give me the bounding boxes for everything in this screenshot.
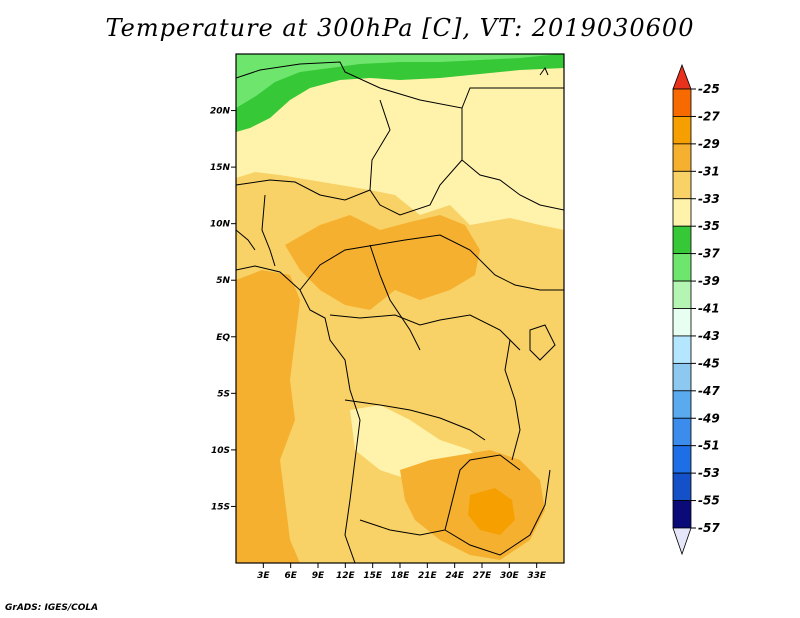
colorbar-bin	[672, 445, 692, 474]
lon-tick-label: 6E	[284, 571, 297, 581]
lat-tick-label: EQ	[216, 333, 230, 343]
border-line	[369, 244, 421, 351]
colorbar-label: -49	[698, 411, 720, 425]
field-band-37	[236, 54, 560, 108]
border-line	[261, 194, 276, 267]
field-band-27	[468, 488, 515, 535]
lon-tick-label: 12E	[336, 571, 356, 581]
colorbar-label: -45	[698, 356, 720, 370]
colorbar-label: -37	[698, 247, 720, 261]
colorbar-bin	[672, 308, 692, 337]
border-line	[236, 265, 361, 563]
colorbar-bin	[672, 143, 692, 172]
colorbar-bin	[672, 116, 692, 145]
lon-tick-label: 3E	[257, 571, 270, 581]
lat-tick-label: 10S	[211, 446, 230, 456]
colorbar-label: -47	[698, 384, 720, 398]
colorbar-bin	[672, 253, 692, 282]
colorbar-bin	[672, 335, 692, 364]
colorbar-label: -29	[698, 137, 720, 151]
field-band-35	[236, 54, 564, 132]
lon-tick-label: 21E	[418, 571, 438, 581]
field-band-29-west	[236, 270, 300, 563]
lat-tick-label: 5N	[216, 276, 230, 286]
border-line	[236, 179, 371, 201]
border-line	[299, 234, 564, 291]
temperature-field	[236, 54, 564, 563]
longitude-axis: 3E 6E 9E 12E 15E 18E 21E 24E 27E 30E 33E	[257, 563, 547, 581]
colorbar-label: -25	[698, 82, 720, 96]
colorbar-label: -31	[698, 164, 720, 178]
border-line	[344, 399, 486, 441]
colorbar-label: -57	[698, 521, 720, 535]
colorbar-label: -53	[698, 466, 720, 480]
border-line	[359, 454, 521, 536]
border-line	[529, 324, 556, 361]
colorbar-bin	[672, 280, 692, 309]
border-line	[461, 87, 564, 109]
lat-tick-label: 15N	[210, 163, 231, 173]
colorbar-bin	[672, 198, 692, 227]
lat-tick-label: 10N	[210, 220, 231, 230]
border-line	[444, 469, 551, 556]
colorbar-label: -27	[698, 109, 720, 123]
lat-tick-label: 5S	[217, 389, 230, 399]
colorbar: -25 -27 -29 -31 -33 -35 -37 -39 -41 -43 -45 -47 -49 -…	[672, 63, 720, 556]
colorbar-bin	[672, 225, 692, 255]
lon-tick-label: 18E	[391, 571, 411, 581]
lat-tick-label: 15S	[211, 502, 230, 512]
lon-tick-label: 30E	[500, 571, 520, 581]
border-line	[504, 339, 521, 461]
map-title: Temperature at 300hPa [C], VT: 201903060…	[105, 14, 695, 42]
lon-tick-label: 24E	[445, 571, 465, 581]
field-band-29-central	[285, 215, 480, 310]
colorbar-bottom-arrow	[672, 527, 692, 556]
border-line	[539, 66, 549, 76]
colorbar-bin	[672, 88, 692, 117]
colorbar-top-arrow	[672, 63, 692, 90]
lon-tick-label: 27E	[473, 571, 493, 581]
colorbar-bin	[672, 362, 692, 392]
colorbar-bin	[672, 170, 692, 200]
lon-tick-label: 15E	[363, 571, 383, 581]
latitude-axis: 20N 15N 10N 5N EQ 5S 10S 15S	[210, 107, 236, 512]
border-line	[461, 159, 564, 211]
colorbar-label: -51	[698, 439, 720, 453]
lon-tick-label: 33E	[527, 571, 547, 581]
field-band-33-north	[236, 54, 564, 230]
lat-tick-label: 20N	[210, 107, 231, 117]
colorbar-bin	[672, 500, 692, 529]
colorbar-label: -33	[698, 192, 720, 206]
credit-label: GrADS: IGES/COLA	[5, 603, 99, 613]
border-line	[329, 314, 521, 351]
colorbar-bin	[672, 417, 692, 447]
colorbar-label: -41	[698, 302, 720, 316]
colorbar-bin	[672, 472, 692, 501]
border-line	[236, 229, 256, 251]
colorbar-label: -35	[698, 219, 720, 233]
borders	[236, 61, 564, 563]
lon-tick-label: 9E	[312, 571, 325, 581]
colorbar-label: -55	[698, 494, 720, 508]
colorbar-bin	[672, 390, 692, 419]
colorbar-label: -43	[698, 329, 720, 343]
colorbar-label: -39	[698, 274, 720, 288]
